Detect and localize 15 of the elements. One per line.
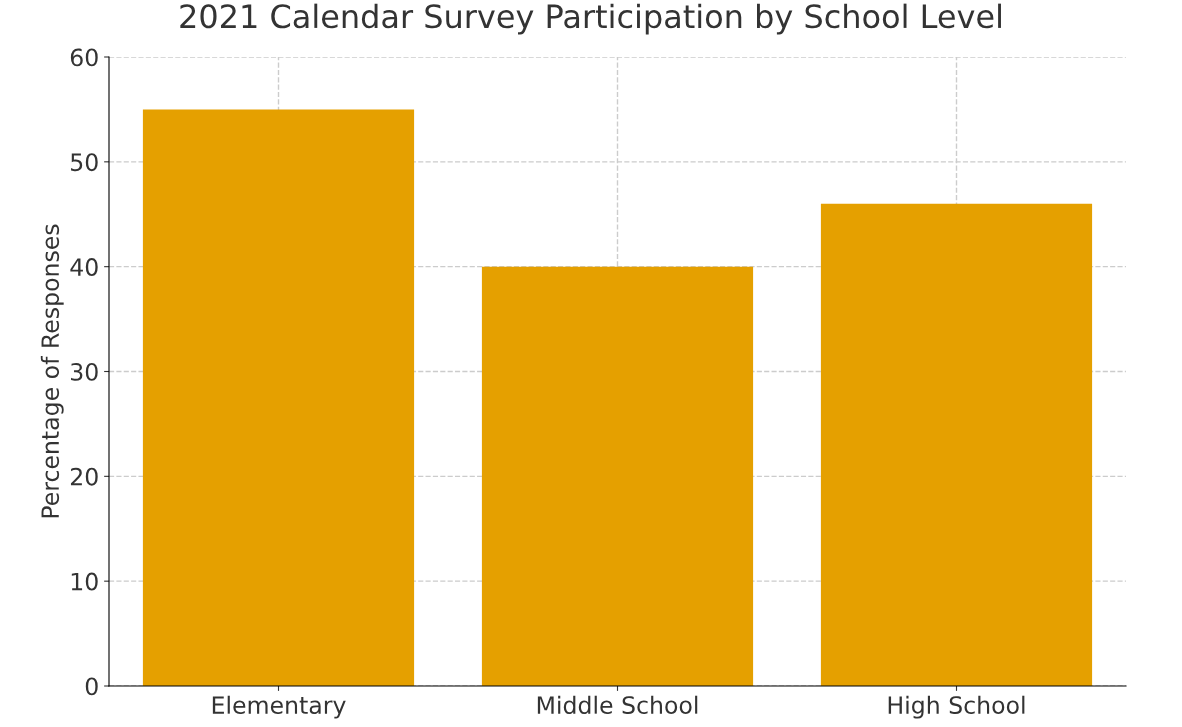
y-axis-title: Percentage of Responses	[40, 224, 64, 518]
bar	[820, 203, 1093, 686]
x-tick-label: Middle School	[537, 695, 698, 714]
bar	[142, 109, 415, 686]
x-tick-label: High School	[888, 695, 1025, 719]
y-tick-label: 50	[71, 153, 98, 172]
y-tick-label: 10	[71, 572, 98, 591]
y-tick-label: 60	[70, 48, 98, 67]
y-tick-label: 20	[70, 467, 98, 486]
bar	[481, 266, 754, 686]
chart-title: 2021 Calendar Survey Participation by School Level	[180, 3, 1001, 35]
x-tick-label: Elementary	[212, 695, 346, 719]
y-tick-label: 40	[70, 258, 98, 276]
y-tick-label: 0	[85, 677, 98, 696]
y-tick-label: 30	[71, 362, 98, 381]
